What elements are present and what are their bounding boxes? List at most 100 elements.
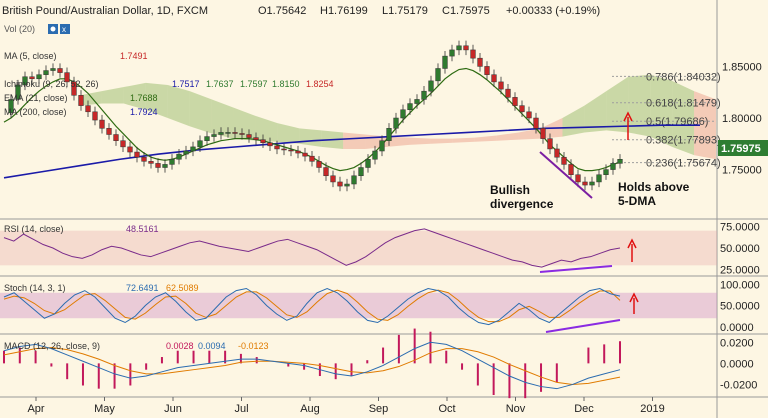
- candle-body: [246, 134, 252, 138]
- price-divergence-line: [539, 151, 593, 199]
- legend-rsi[interactable]: RSI (14, close): [4, 224, 64, 234]
- rsi-tick-label: 25.0000: [720, 265, 760, 277]
- svg-text:x: x: [62, 25, 66, 34]
- cloud-segment: [167, 84, 190, 127]
- stoch-band: [0, 292, 717, 319]
- up-arrow-icon: [627, 238, 637, 262]
- x-tick-label: Aug: [300, 403, 320, 415]
- candle-body: [295, 150, 301, 154]
- candle-body: [232, 132, 238, 134]
- candle-body: [610, 163, 616, 170]
- candle-body: [358, 167, 364, 177]
- legend-macd-hist: 0.0028: [166, 341, 194, 351]
- stoch-pane: [0, 287, 717, 326]
- rsi-line: [3, 228, 621, 268]
- cloud-segment: [430, 138, 453, 144]
- ohlc-close: C1.75975: [442, 5, 490, 17]
- stoch-tick-label: 0.0000: [720, 322, 754, 334]
- eye-icon[interactable]: x: [60, 24, 70, 34]
- stoch-k-line: [3, 287, 621, 326]
- x-tick-label: Jun: [164, 403, 182, 415]
- gear-icon[interactable]: [48, 24, 58, 34]
- ichimoku-cloud: [80, 74, 716, 160]
- legend-stoch[interactable]: Stoch (14, 3, 1): [4, 283, 66, 293]
- legend-macd-line: 0.0094: [198, 341, 226, 351]
- candle-body: [316, 161, 322, 168]
- candle-body: [106, 128, 112, 135]
- candle-body: [463, 45, 469, 51]
- candle-body: [330, 175, 336, 183]
- legend-ichimoku-v2: 1.7637: [206, 79, 234, 89]
- fib-label: 0.618(1.81479): [646, 98, 721, 110]
- cloud-segment: [408, 137, 431, 145]
- candle-body: [267, 142, 273, 147]
- candle-body: [260, 139, 266, 144]
- x-tick-label: Oct: [438, 403, 455, 415]
- up-arrow-icon: [623, 111, 633, 140]
- candle-body: [169, 159, 175, 165]
- candle-body: [190, 146, 196, 152]
- candle-body: [477, 57, 483, 67]
- candle-body: [554, 148, 560, 158]
- candle-body: [274, 145, 280, 150]
- candle-body: [470, 49, 476, 59]
- legend-macd[interactable]: MACD (12, 26, close, 9): [4, 341, 100, 351]
- cloud-segment: [496, 132, 519, 141]
- macd-pane: [3, 328, 621, 399]
- candle-body: [498, 81, 504, 90]
- legend-ichimoku-v5: 1.8254: [306, 79, 334, 89]
- candle-body: [540, 128, 546, 139]
- candle-body: [435, 68, 441, 82]
- legend-vol[interactable]: Vol (20): [4, 24, 35, 34]
- y-axis-labels: 1.85000 1.80000 1.75000 75.0000 50.0000 25.00…: [720, 61, 762, 391]
- candle-body: [407, 103, 413, 110]
- legend-ma200[interactable]: MA (200, close): [4, 107, 67, 117]
- candle-body: [533, 117, 539, 129]
- candle-body: [211, 134, 217, 137]
- candle-body: [8, 99, 14, 114]
- legend-ema21[interactable]: EMA (21, close): [4, 93, 68, 103]
- cloud-segment: [584, 91, 607, 133]
- legend-ma5[interactable]: MA (5, close): [4, 51, 57, 61]
- annotation-divergence: divergence: [490, 197, 554, 211]
- x-tick-label: Sep: [369, 403, 389, 415]
- candle-body: [71, 81, 77, 96]
- candle-body: [491, 74, 497, 83]
- fib-label: 0.382(1.77893): [646, 135, 721, 147]
- annotation-bullish: Bullish: [490, 183, 530, 197]
- candle-body: [505, 88, 511, 98]
- candle-body: [57, 68, 63, 73]
- candle-body: [253, 137, 259, 140]
- candle-body: [589, 181, 595, 186]
- candle-body: [372, 150, 378, 160]
- candle-body: [162, 164, 168, 168]
- annotation-holds: Holds above: [618, 180, 690, 194]
- candles: [8, 40, 623, 192]
- rsi-pane: [0, 228, 717, 268]
- legend-ma200-value: 1.7924: [130, 107, 158, 117]
- macd-line: [3, 341, 621, 390]
- candle-body: [603, 169, 609, 175]
- candle-body: [421, 90, 427, 100]
- y-tick-label: 1.85000: [722, 61, 762, 73]
- candle-body: [386, 128, 392, 141]
- legend-ichimoku[interactable]: Ichimoku (9, 26, 52, 26): [4, 79, 99, 89]
- candle-body: [568, 164, 574, 175]
- candle-body: [379, 140, 385, 152]
- annotation-5dma: 5-DMA: [618, 194, 656, 208]
- candle-body: [64, 72, 70, 83]
- candle-body: [302, 152, 308, 157]
- candle-body: [281, 148, 287, 151]
- stoch-d-line: [3, 289, 621, 323]
- macd-tick-label: 0.0000: [720, 358, 754, 370]
- x-tick-label: 2019: [640, 403, 664, 415]
- candle-body: [512, 97, 518, 106]
- candle-body: [351, 175, 357, 185]
- candle-body: [337, 181, 343, 187]
- candle-body: [204, 136, 210, 141]
- candle-body: [113, 134, 119, 141]
- candle-body: [484, 66, 490, 75]
- x-tick-label: Jul: [234, 403, 248, 415]
- candle-body: [456, 45, 462, 51]
